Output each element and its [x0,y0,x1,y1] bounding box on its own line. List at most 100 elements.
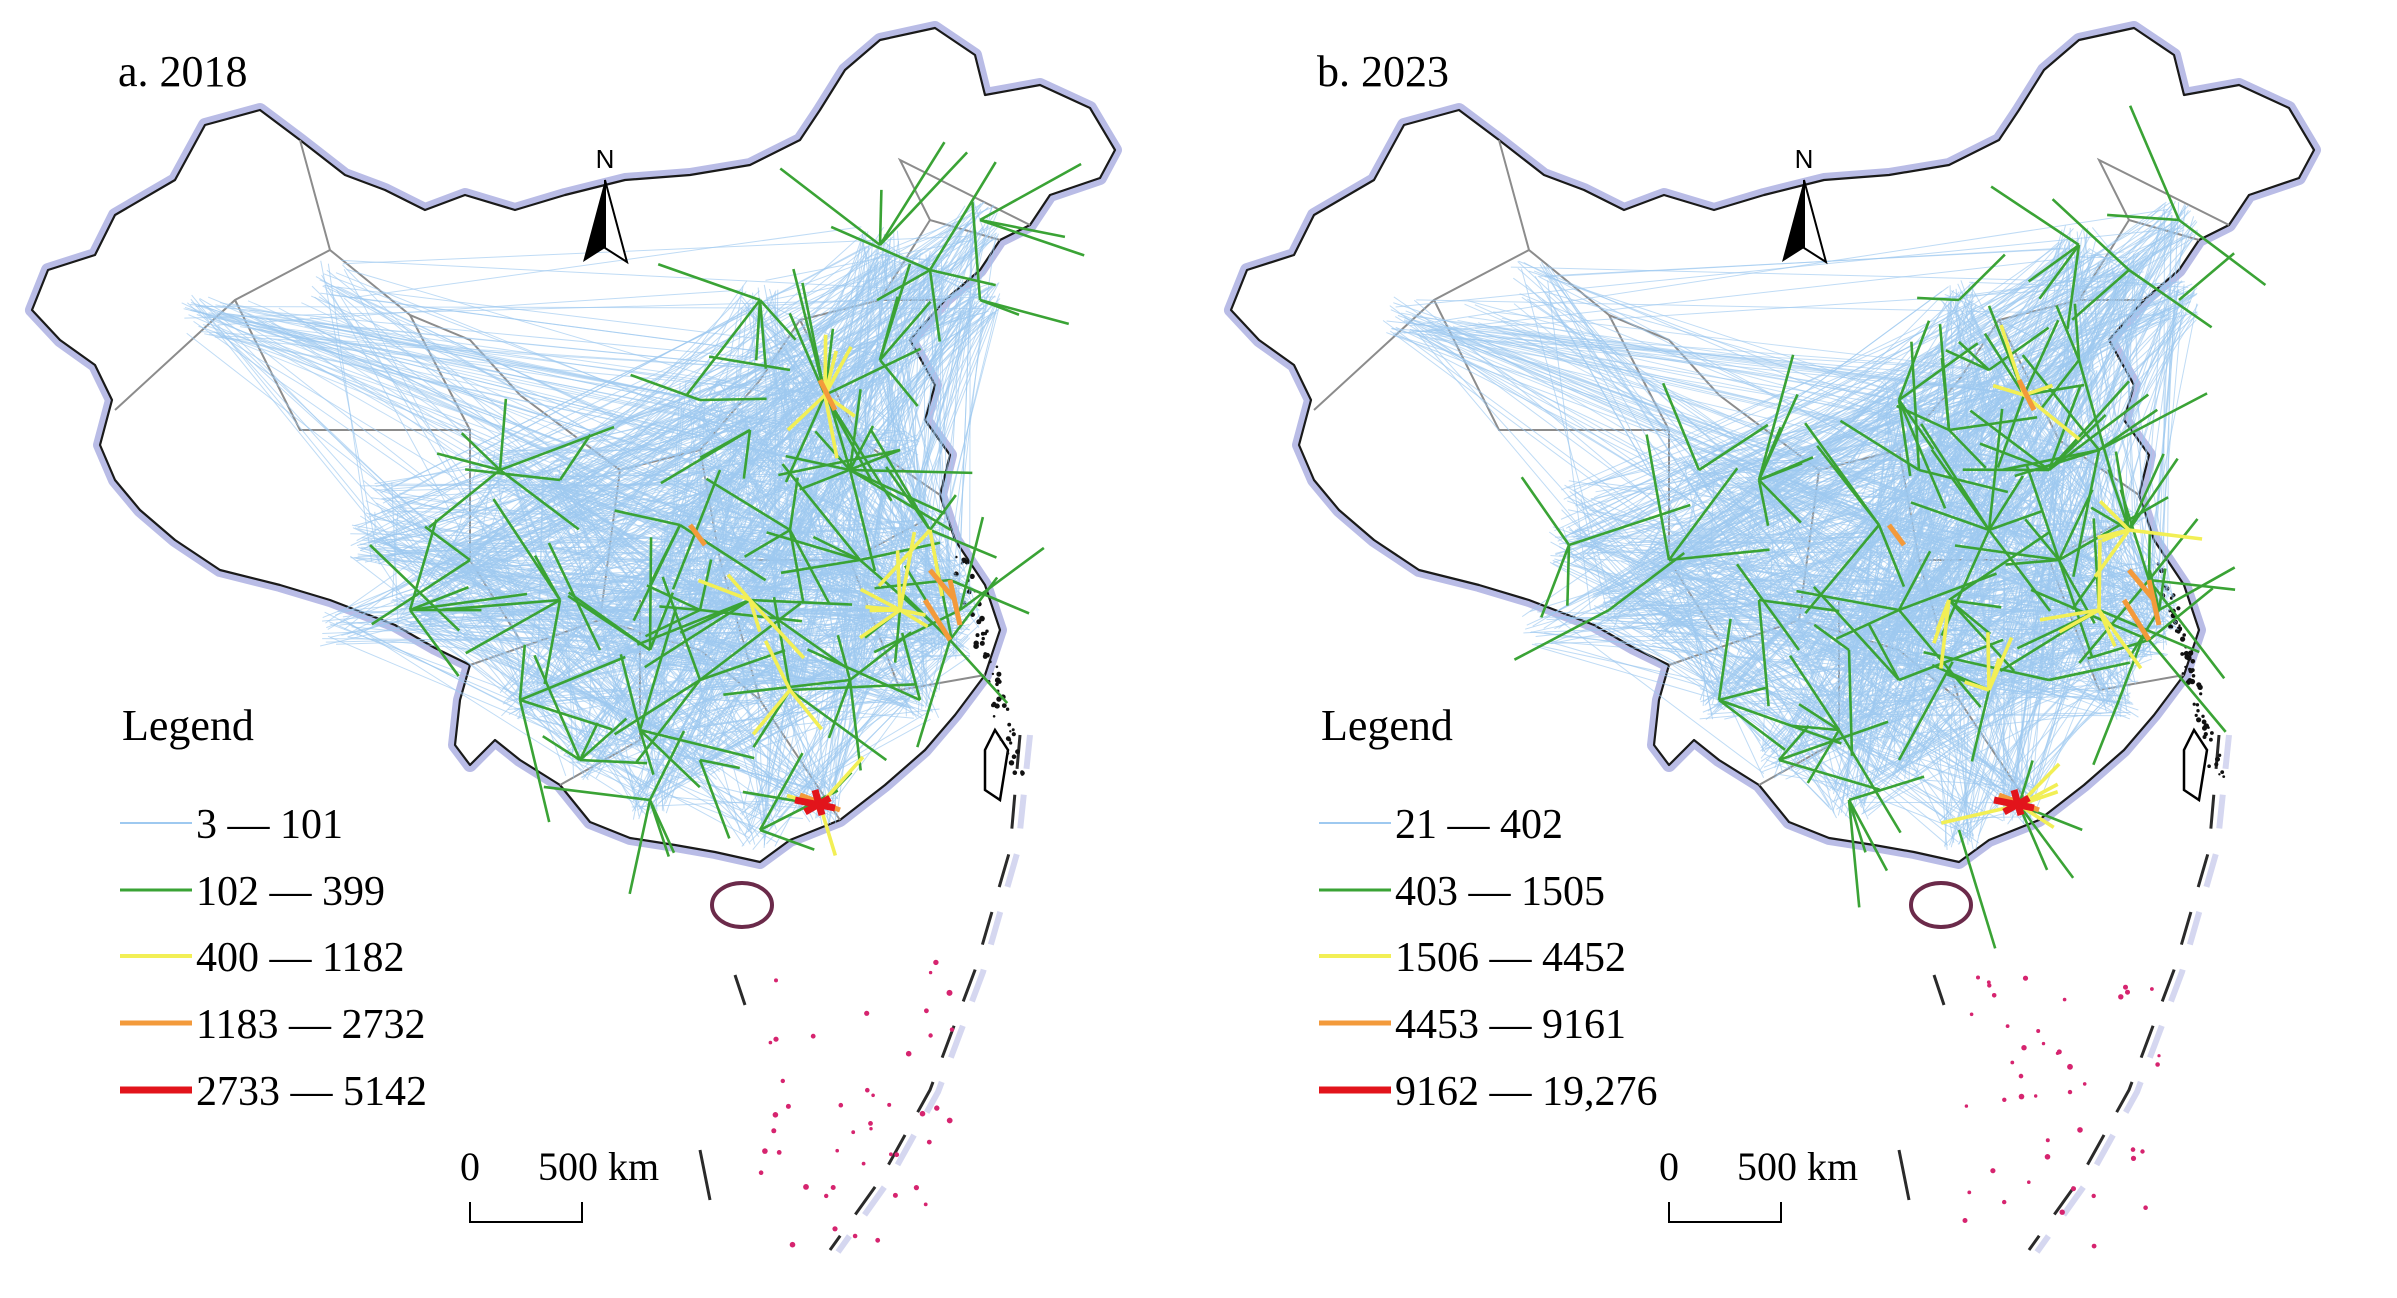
island-dot [810,1033,816,1039]
coastal-islet [2203,732,2208,737]
coastal-islet [2191,674,2196,678]
legend-label: 1183 — 2732 [196,1002,425,1048]
north-label: N [596,144,615,174]
coastal-islet [2217,753,2222,757]
taiwan-island [2182,727,2209,803]
coastal-islet [1007,722,1012,727]
scale-zero-label: 0 [460,1144,480,1189]
island-dot [875,1237,881,1243]
island-dot [2010,1060,2015,1065]
island-dot [864,1010,870,1016]
china-map [25,21,1122,1254]
island-dot [852,1233,858,1239]
coastal-islet [969,573,975,580]
island-dot [2091,1193,2096,1199]
legend-label: 3 — 101 [196,802,343,848]
coastal-islet [981,636,985,641]
island-dot [789,1241,796,1248]
island-dot [2005,1024,2010,1028]
scale-distance-label: 500 km [1737,1144,1858,1189]
island-dot [1990,1168,1996,1174]
legend-item: 2733 — 5142 [120,1069,427,1115]
island-dot [913,1185,920,1191]
island-dot [892,1192,898,1198]
legend-label: 2733 — 5142 [196,1069,427,1115]
island-dot [1991,993,1997,998]
coastal-islet [2222,775,2226,778]
island-dot [2059,1209,2065,1215]
coastal-islet [983,652,988,656]
legend-item: 9162 — 19,276 [1319,1069,1658,1115]
island-dot [762,1148,768,1154]
island-dot [772,1112,779,1118]
scale-bar: 0 500 km [1659,1144,1858,1223]
coastal-islet [2196,717,2202,723]
coastal-islet [2180,636,2186,642]
island-dot [869,1127,873,1131]
coastal-islet [1005,707,1010,711]
island-dot [2077,1127,2083,1133]
coastal-islet [996,696,1002,702]
coastal-islet [2181,672,2185,675]
coastal-islet [2188,650,2194,656]
coastal-islet [2210,731,2214,735]
island-dot [2157,1054,2161,1058]
coastal-islet [964,559,970,565]
island-dot [803,1184,809,1190]
legend-item: 4453 — 9161 [1319,1002,1626,1048]
coastal-islet [2189,678,2196,685]
coastal-islet [979,615,985,622]
island-dot [774,978,778,983]
island-dot [861,1161,866,1166]
island-dot [768,1040,773,1045]
island-dot [2018,1093,2025,1100]
island-dot [776,1150,782,1155]
coastal-islet [2199,692,2203,696]
island-dot [887,1102,892,1107]
island-dot [2021,1045,2027,1051]
legend: Legend 3 — 101 102 — 399 400 — 1182 1183… [120,701,427,1115]
north-arrow-icon: N [583,144,629,265]
island-dot [2091,1243,2097,1249]
maritime-boundary [2027,734,2221,1251]
island-dot [933,959,939,966]
coastal-islet [1012,770,1018,775]
island-dot [1967,1190,1972,1195]
legend-item: 1183 — 2732 [120,1002,425,1048]
island-dot [2123,984,2128,990]
coastal-islet [2188,668,2194,674]
island-dot [780,1078,785,1084]
coastal-islet [2203,723,2209,729]
island-dot [1987,983,1992,988]
scale-distance-label: 500 km [538,1144,659,1189]
island-dot [2125,989,2130,995]
island-dot [2002,1097,2007,1103]
island-dot [2027,1180,2031,1184]
island-dot [785,1103,791,1109]
legend-label: 1506 — 4452 [1395,935,1626,981]
island-dot [946,989,953,996]
coastal-islet [1011,728,1015,732]
island-dot [824,1193,829,1199]
island-dot [2082,1082,2087,1086]
coastal-islet [2185,679,2191,685]
coastal-islet [2176,626,2183,632]
coastal-islet [2218,773,2221,776]
coastal-islet [997,679,1002,684]
coastal-islet [2190,659,2196,664]
island-dot [2067,1089,2073,1095]
coastal-islet [2196,709,2200,713]
coastal-islet [1005,736,1011,741]
island-dot [949,1027,955,1032]
map-svg-2018: a. 2018 N Legend 3 — 101 102 — 399 400 —… [25,21,1122,1254]
coastal-islet [2207,764,2211,768]
hainan-island [710,881,774,929]
legend-item: 1506 — 4452 [1319,935,1626,981]
coastal-islet [2176,606,2181,611]
coastal-islet [996,671,1002,677]
coastal-islet [1001,703,1007,708]
legend: Legend 21 — 402 403 — 1505 1506 — 4452 4… [1319,701,1658,1115]
coastal-islet [991,703,995,708]
coastal-islet [1009,741,1013,745]
island-dot [2140,1149,2145,1154]
